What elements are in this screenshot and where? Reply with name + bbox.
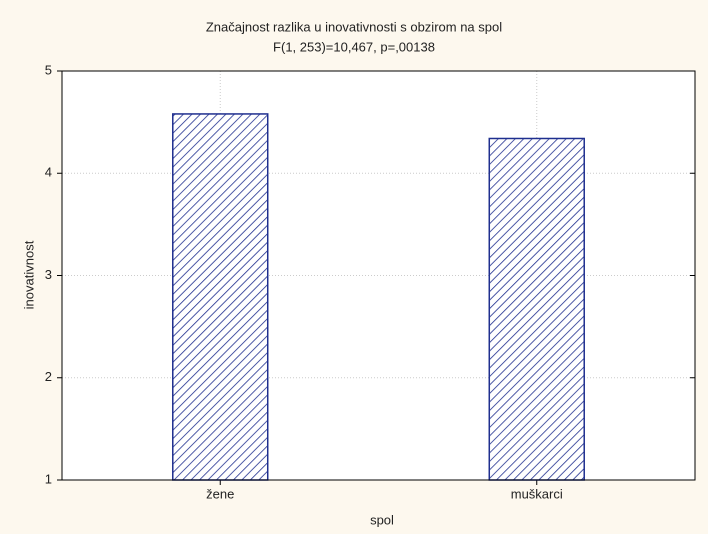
bar <box>488 137 585 481</box>
y-tick-label: 1 <box>45 471 52 486</box>
y-tick-label: 2 <box>45 369 52 384</box>
x-tick-label: muškarci <box>511 486 563 501</box>
y-tick-label: 4 <box>45 165 52 180</box>
y-tick-label: 5 <box>45 62 52 77</box>
y-axis-label: inovativnost <box>21 240 36 309</box>
bar <box>172 113 269 481</box>
plot-area <box>62 71 695 480</box>
x-tick-label: žene <box>206 486 234 501</box>
plot-frame <box>61 70 696 481</box>
chart-subtitle: F(1, 253)=10,467, p=,00138 <box>273 39 435 54</box>
chart-title: Značajnost razlika u inovativnosti s obz… <box>206 19 502 34</box>
y-tick-label: 3 <box>45 267 52 282</box>
x-axis-label: spol <box>370 512 394 527</box>
